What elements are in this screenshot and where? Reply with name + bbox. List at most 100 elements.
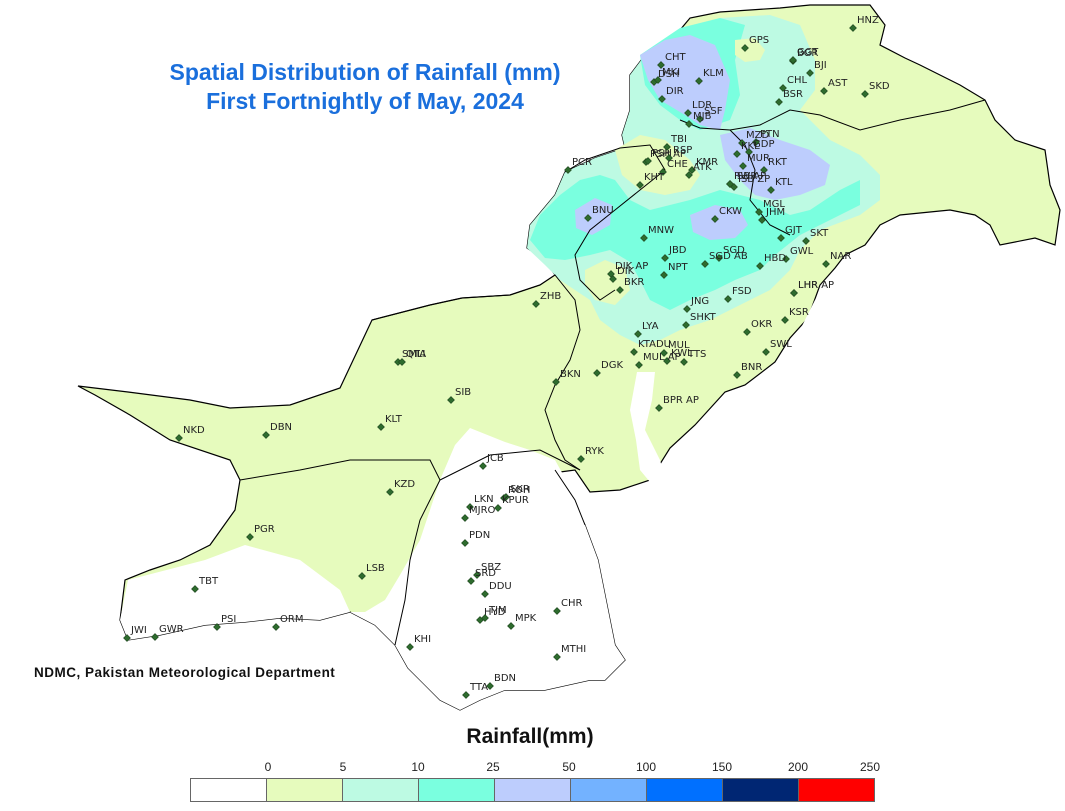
station-marker: CHL — [779, 75, 808, 92]
station-diamond-icon — [447, 396, 455, 404]
station-label: KLT — [385, 414, 403, 425]
station-marker: BJI — [806, 60, 827, 77]
legend-swatch — [798, 778, 875, 802]
station-diamond-icon — [696, 115, 704, 123]
station-label: MPK — [515, 613, 537, 624]
legend-tick: 25 — [486, 760, 500, 774]
station-diamond-icon — [683, 305, 691, 313]
station-label: TTS — [687, 349, 706, 360]
station-marker: PSH — [644, 148, 672, 165]
station-diamond-icon — [822, 260, 830, 268]
station-diamond-icon — [636, 181, 644, 189]
station-label: KHT — [644, 172, 665, 183]
station-label: BDN — [494, 673, 516, 684]
station-diamond-icon — [779, 84, 787, 92]
legend-title: Rainfall(mm) — [466, 725, 594, 748]
station-diamond-icon — [755, 208, 763, 216]
station-label: MKI — [662, 67, 680, 78]
station-marker: MUL — [660, 340, 690, 357]
station-marker: QTA — [398, 349, 426, 366]
station-marker: MUL AP — [635, 352, 681, 369]
station-marker: KWL — [663, 348, 693, 365]
station-label: PSH — [652, 148, 672, 159]
station-marker: JNG — [683, 296, 709, 313]
station-marker: KZD — [386, 479, 415, 496]
station-marker: BSR — [775, 89, 803, 106]
station-label: PDN — [469, 530, 490, 541]
station-marker: NKD — [175, 425, 205, 442]
station-marker: SSF — [696, 106, 723, 123]
station-label: BNR — [741, 362, 762, 373]
station-label: LKN — [474, 494, 494, 505]
station-marker: SGD — [715, 245, 745, 262]
station-label: ROH — [508, 485, 530, 496]
station-label: SGD AB — [709, 251, 748, 262]
station-label: DBN — [270, 422, 292, 433]
station-marker: AST — [820, 78, 848, 95]
station-diamond-icon — [806, 69, 814, 77]
station-label: MGL — [763, 199, 785, 210]
station-marker: RKT — [760, 157, 788, 174]
rain-zone-25-50-bannu — [575, 198, 612, 235]
station-marker: PGR — [246, 524, 275, 541]
station-marker: DGK — [593, 360, 623, 377]
station-label: ATK — [693, 162, 712, 173]
station-diamond-icon — [398, 358, 406, 366]
station-diamond-icon — [481, 614, 489, 622]
station-marker: JCB — [479, 453, 504, 470]
legend-swatch — [494, 778, 571, 802]
station-diamond-icon — [660, 271, 668, 279]
station-label: CHL — [787, 75, 808, 86]
station-marker: OKR — [743, 319, 772, 336]
station-marker: ATK — [685, 162, 712, 179]
station-diamond-icon — [406, 643, 414, 651]
station-label: NKD — [183, 425, 205, 436]
station-label: DIK — [617, 266, 635, 277]
legend-ticks: 0 5 10 25 50 100 150 200 250 — [191, 760, 891, 776]
station-marker: PTN — [752, 129, 780, 146]
station-marker: TTS — [680, 349, 706, 366]
station-label: LYA — [642, 321, 659, 332]
station-marker: SKR — [502, 484, 530, 501]
rain-zone-5-10 — [527, 15, 880, 345]
station-marker: ZHB — [532, 291, 561, 308]
station-diamond-icon — [394, 358, 402, 366]
station-marker: KHT — [636, 172, 665, 189]
dry-strip-bahawalpur — [630, 372, 665, 482]
station-diamond-icon — [663, 143, 671, 151]
station-label: BNU — [592, 205, 614, 216]
station-label: LSB — [366, 563, 385, 574]
station-marker: GGT — [789, 47, 819, 64]
legend-color-bar — [190, 778, 875, 802]
station-label: PSH AP — [650, 149, 686, 160]
station-marker: KHI — [406, 634, 431, 651]
station-diamond-icon — [479, 462, 487, 470]
station-label: MUL AP — [643, 352, 681, 363]
station-diamond-icon — [377, 423, 385, 431]
station-marker: MZD — [738, 130, 769, 147]
map-title: Spatial Distribution of Rainfall (mm) Fi… — [100, 58, 630, 116]
station-marker: LSB — [358, 563, 385, 580]
station-marker: KKL — [733, 141, 760, 158]
station-diamond-icon — [775, 98, 783, 106]
station-marker: LDR — [684, 100, 712, 117]
station-label: LHR AP — [798, 280, 834, 291]
station-marker: CHT — [657, 52, 687, 69]
station-diamond-icon — [802, 237, 810, 245]
station-diamond-icon — [738, 139, 746, 147]
station-diamond-icon — [790, 289, 798, 297]
legend-tick: 150 — [711, 760, 733, 774]
station-marker: SKT — [802, 228, 829, 245]
station-marker: GPS — [741, 35, 769, 52]
station-marker: BNU — [584, 205, 614, 222]
station-diamond-icon — [461, 539, 469, 547]
station-label: DIR — [666, 86, 684, 97]
station-diamond-icon — [684, 109, 692, 117]
station-diamond-icon — [552, 378, 560, 386]
station-marker: JWI — [123, 625, 147, 642]
legend-swatch — [342, 778, 419, 802]
station-label: SKT — [810, 228, 829, 239]
station-diamond-icon — [564, 166, 572, 174]
station-label: KTL — [775, 177, 793, 188]
